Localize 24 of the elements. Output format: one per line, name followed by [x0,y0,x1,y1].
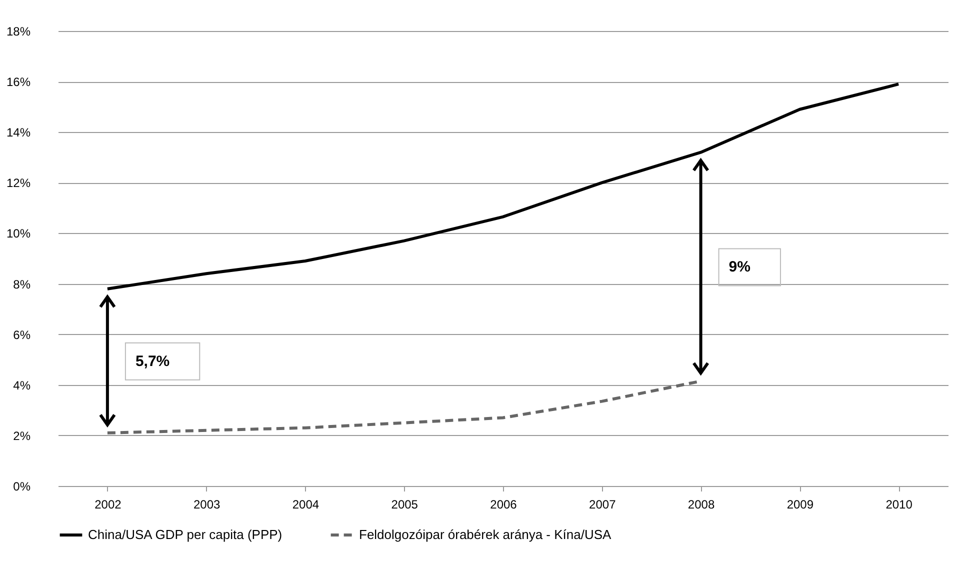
y-tick-label: 16% [6,75,31,90]
annotation: 9% [728,258,750,276]
x-tick-label: 2006 [490,498,518,512]
x-tick-label: 2003 [193,498,221,512]
x-tick-label: 2008 [688,498,715,512]
x-tick-label: 2007 [589,498,616,512]
annotation: 5,7% [135,352,170,370]
line-series [106,82,900,290]
y-tick-label: 14% [6,126,31,140]
y-tick-label: 12% [6,176,31,190]
y-tick-label: 0% [13,480,31,494]
x-tick-label: 2010 [886,498,913,512]
x-tick-label: 2004 [292,498,320,512]
legend-label: Feldolgozóipar órabérek aránya - Kína/USA [359,527,612,542]
legend-label: China/USA GDP per capita (PPP) [88,527,282,542]
y-tick-label: 4% [13,378,31,392]
x-tick-label: 2002 [94,498,122,512]
x-tick-label: 2009 [786,498,814,512]
y-tick-label: 8% [13,277,31,292]
y-tick-label: 18% [6,24,31,38]
y-tick-label: 10% [6,226,31,241]
y-tick-label: 6% [13,328,31,342]
y-tick-label: 2% [13,428,31,443]
x-tick-label: 2005 [391,498,418,512]
